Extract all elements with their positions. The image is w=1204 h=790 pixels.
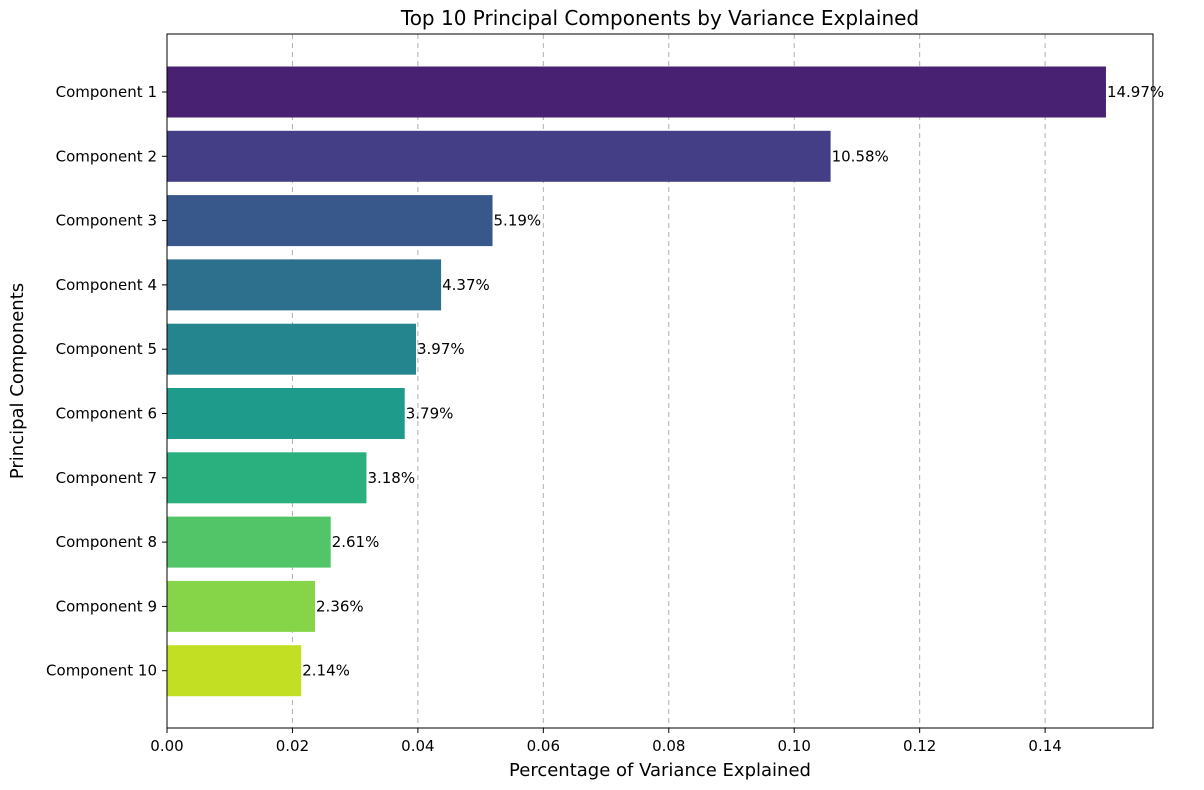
y-tick-label: Component 7 [56,469,157,487]
x-tick-label: 0.00 [150,737,183,755]
plot-frame [166,33,1154,729]
y-axis-label: Principal Components [7,283,28,479]
y-tick-label: Component 2 [56,147,157,165]
bar-value-label: 4.37% [442,276,490,294]
y-tick-label: Component 5 [56,340,157,358]
bar-value-label: 14.97% [1107,83,1164,101]
bar [167,452,367,504]
y-tick-label: Component 9 [56,597,157,615]
bar-value-label: 3.97% [417,340,465,358]
y-tick-label: Component 1 [56,83,157,101]
bar-value-label: 10.58% [832,147,889,165]
bar-value-label: 2.36% [316,597,364,615]
y-tick-label: Component 3 [56,212,157,230]
x-tick-label: 0.04 [401,737,434,755]
bar [167,259,442,311]
bar [167,580,316,632]
x-tick-label: 0.10 [778,737,811,755]
bar [167,66,1106,118]
bar [167,323,417,375]
x-tick-label: 0.12 [903,737,936,755]
y-tick-label: Component 6 [56,405,157,423]
bar [167,388,405,439]
bar [167,195,493,247]
x-tick-label: 0.14 [1028,737,1061,755]
bar [167,645,302,697]
chart-title: Top 10 Principal Components by Variance … [400,6,919,30]
data-labels: 14.97% 10.58% 5.19% 4.37% 3.97% 3.79% 3.18% 2.6… [302,83,1164,680]
bar-value-label: 3.79% [406,405,454,423]
x-axis-label: Percentage of Variance Explained [509,760,811,781]
bar-value-label: 3.18% [367,469,415,487]
x-tick-label: 0.08 [652,737,685,755]
x-tick-label: 0.06 [527,737,560,755]
bar [167,130,831,182]
x-axis-ticks: 0.00 0.02 0.04 0.06 0.08 0.10 0.12 0.14 [150,728,1062,755]
bars [167,66,1106,697]
y-axis-ticks: Component 1 Component 2 Component 3 Compone… [46,83,167,680]
bar-value-label: 2.14% [302,662,350,680]
x-tick-label: 0.02 [276,737,309,755]
grid-lines [291,34,1046,728]
y-tick-label: Component 4 [56,276,157,294]
y-tick-label: Component 10 [46,662,157,680]
bar [167,516,331,568]
bar-value-label: 5.19% [494,212,542,230]
y-tick-label: Component 8 [56,533,157,551]
bar-value-label: 2.61% [332,533,380,551]
